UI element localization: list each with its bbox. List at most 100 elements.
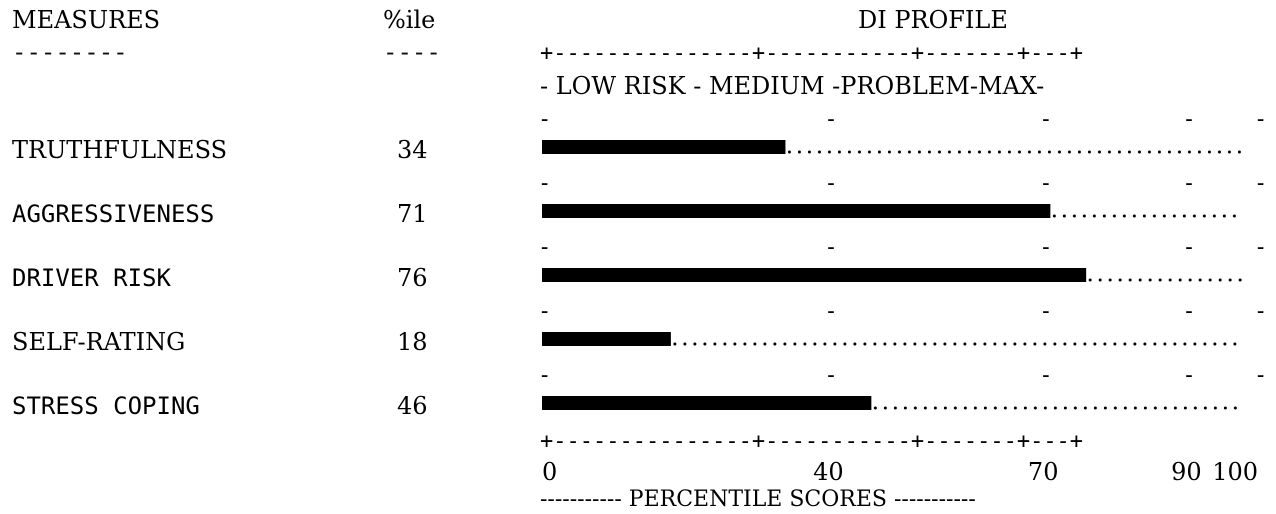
bottom-axis-text: +---------------+-----------+-------+---… — [540, 429, 1083, 454]
bar-dot-1-8 — [1132, 214, 1136, 218]
bar-dot-4-6 — [933, 406, 937, 410]
bar-dot-3-52 — [1193, 342, 1197, 346]
bar-dot-2-5 — [1138, 278, 1142, 282]
bar-self-rating — [542, 332, 671, 346]
bar-dot-4-10 — [973, 406, 977, 410]
bar-dot-0-14 — [927, 150, 931, 154]
bar-dot-3-46 — [1133, 342, 1137, 346]
bar-dot-3-0 — [673, 342, 677, 346]
bar-dot-3-7 — [743, 342, 747, 346]
bar-dot-4-28 — [1153, 406, 1157, 410]
bar-dot-2-12 — [1208, 278, 1212, 282]
bar-dot-1-2 — [1072, 214, 1076, 218]
bar-dot-3-55 — [1223, 342, 1227, 346]
bar-dot-0-16 — [947, 150, 951, 154]
bar-dot-1-7 — [1122, 214, 1126, 218]
bar-dot-3-56 — [1233, 342, 1237, 346]
bar-dot-0-19 — [977, 150, 981, 154]
measure-label-self-rating: SELF-RATING — [12, 328, 186, 356]
bar-dot-3-6 — [733, 342, 737, 346]
bar-dot-4-31 — [1183, 406, 1187, 410]
bar-dot-4-4 — [913, 406, 917, 410]
bar-dot-3-16 — [833, 342, 837, 346]
bar-dot-3-53 — [1203, 342, 1207, 346]
bar-dot-4-29 — [1163, 406, 1167, 410]
percentile-header-rule: ---- — [383, 38, 441, 66]
bar-dot-1-14 — [1192, 214, 1196, 218]
profile-divider-mark-2-d: - — [1039, 299, 1052, 324]
bar-dot-4-21 — [1083, 406, 1087, 410]
profile-divider-mark-3-a: - — [1182, 107, 1195, 132]
bar-dot-0-41 — [1197, 150, 1201, 154]
bar-dot-3-39 — [1063, 342, 1067, 346]
bar-dot-0-45 — [1237, 150, 1241, 154]
bar-dot-0-33 — [1117, 150, 1121, 154]
bar-dot-0-40 — [1187, 150, 1191, 154]
measures-column-header: MEASURES — [12, 6, 161, 34]
bar-dot-3-1 — [683, 342, 687, 346]
bar-dot-2-14 — [1228, 278, 1232, 282]
bar-dot-4-23 — [1103, 406, 1107, 410]
bar-dot-0-20 — [987, 150, 991, 154]
bar-dot-3-54 — [1213, 342, 1217, 346]
bar-dot-2-7 — [1158, 278, 1162, 282]
bar-dot-0-15 — [937, 150, 941, 154]
bar-dot-3-50 — [1173, 342, 1177, 346]
bar-dot-1-11 — [1162, 214, 1166, 218]
bar-dot-3-4 — [713, 342, 717, 346]
bar-dot-4-13 — [1003, 406, 1007, 410]
measure-value-self-rating: 18 — [397, 328, 428, 356]
bar-dot-0-12 — [907, 150, 911, 154]
bar-dot-0-6 — [847, 150, 851, 154]
bar-dot-0-27 — [1057, 150, 1061, 154]
bar-dot-1-6 — [1112, 214, 1116, 218]
bar-dot-3-13 — [803, 342, 807, 346]
bar-dot-4-26 — [1133, 406, 1137, 410]
bar-dot-4-5 — [923, 406, 927, 410]
bar-dot-3-33 — [1003, 342, 1007, 346]
bar-dot-0-43 — [1217, 150, 1221, 154]
bar-dot-4-18 — [1053, 406, 1057, 410]
bar-dot-0-17 — [957, 150, 961, 154]
profile-divider-mark-3-e: - — [1182, 363, 1195, 388]
bar-dot-0-24 — [1027, 150, 1031, 154]
bar-dot-1-5 — [1102, 214, 1106, 218]
bar-dot-2-10 — [1188, 278, 1192, 282]
profile-divider-mark-3-c: - — [1182, 235, 1195, 260]
bar-dot-4-30 — [1173, 406, 1177, 410]
tick-label-100: 100 — [1212, 458, 1258, 486]
bar-dot-3-32 — [993, 342, 997, 346]
bar-dot-0-36 — [1147, 150, 1151, 154]
profile-divider-mark-0-a: - — [538, 107, 551, 132]
bar-dot-4-27 — [1143, 406, 1147, 410]
bar-dot-4-34 — [1213, 406, 1217, 410]
bar-dot-3-27 — [943, 342, 947, 346]
percentile-column-header: %ile — [383, 6, 436, 34]
bar-dot-3-11 — [783, 342, 787, 346]
bar-dot-2-3 — [1118, 278, 1122, 282]
bar-dot-3-40 — [1073, 342, 1077, 346]
bar-dot-1-9 — [1142, 214, 1146, 218]
profile-chart: +---------------+-----------+-------+---… — [538, 41, 1267, 512]
measure-label-stress-coping: STRESS COPING — [12, 392, 200, 420]
bar-dot-0-29 — [1077, 150, 1081, 154]
profile-header: DI PROFILE — [858, 6, 1008, 34]
profile-divider-mark-1-d: - — [824, 299, 837, 324]
bar-dot-4-1 — [883, 406, 887, 410]
bar-dot-4-0 — [873, 406, 877, 410]
bar-dot-3-12 — [793, 342, 797, 346]
bar-dot-4-9 — [963, 406, 967, 410]
bar-truthfulness — [542, 140, 786, 154]
bar-dot-1-18 — [1232, 214, 1236, 218]
bar-dot-2-4 — [1128, 278, 1132, 282]
bar-dot-3-17 — [843, 342, 847, 346]
bar-dot-3-35 — [1023, 342, 1027, 346]
bar-dot-4-22 — [1093, 406, 1097, 410]
bar-dot-4-33 — [1203, 406, 1207, 410]
bar-dot-4-15 — [1023, 406, 1027, 410]
bar-dot-0-21 — [997, 150, 1001, 154]
bar-dot-4-16 — [1033, 406, 1037, 410]
bar-dot-0-10 — [887, 150, 891, 154]
bar-dot-0-4 — [827, 150, 831, 154]
bar-dot-4-35 — [1223, 406, 1227, 410]
